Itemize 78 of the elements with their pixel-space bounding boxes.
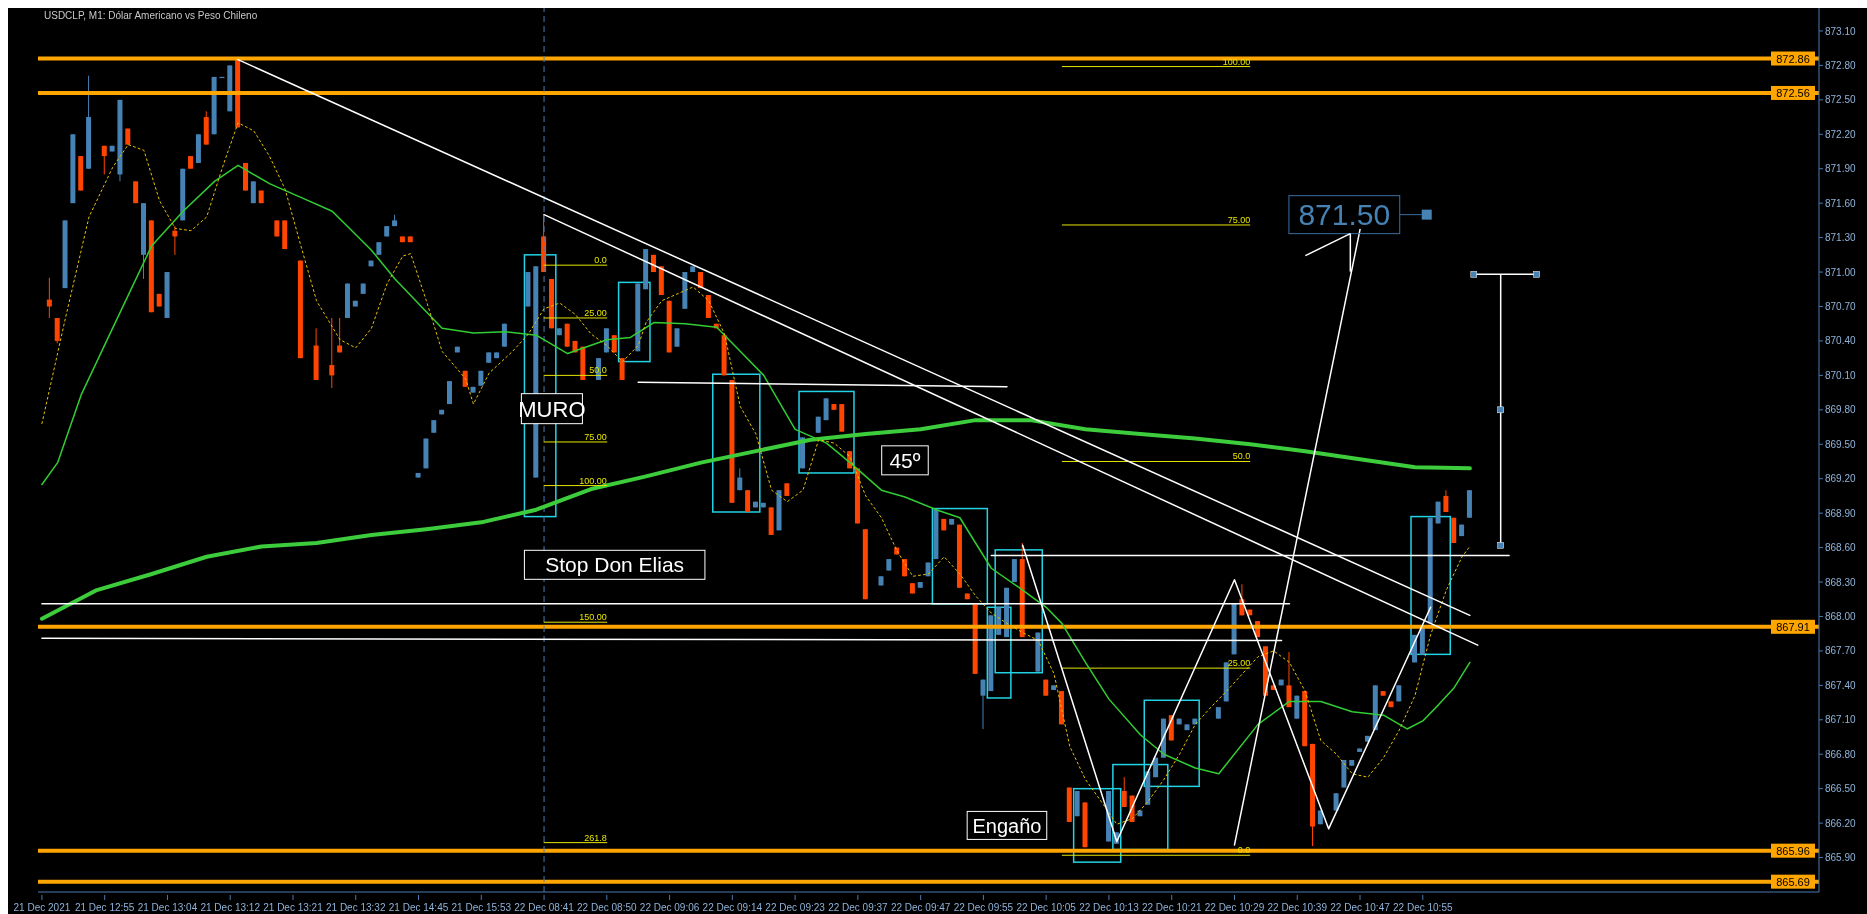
y-tick-label: 868.30 — [1825, 576, 1857, 588]
y-tick-label: 868.90 — [1825, 507, 1857, 519]
annotation: Engaño — [972, 814, 1042, 837]
annotation: 45º — [889, 448, 921, 472]
y-tick-label: 866.80 — [1825, 748, 1857, 760]
x-tick-label: 22 Dec 09:47 — [890, 902, 951, 913]
annotation: 871.50 — [1298, 198, 1391, 232]
chart-title: USDCLP, M1: Dólar Americano vs Peso Chileno — [44, 10, 258, 21]
x-tick-label: 22 Dec 08:41 — [514, 902, 575, 913]
ref-line-label: 865.69 — [1776, 875, 1810, 888]
x-tick-label: 22 Dec 10:39 — [1267, 902, 1328, 913]
y-tick-label: 867.10 — [1825, 714, 1857, 726]
candlestick — [1121, 776, 1127, 808]
annotation: 75.00 — [584, 431, 607, 442]
x-tick-label: 22 Dec 09:55 — [953, 902, 1014, 913]
annotation: Stop Don Elias — [545, 553, 685, 577]
ref-line-label: 865.96 — [1776, 844, 1810, 857]
y-tick-label: 868.60 — [1825, 542, 1857, 554]
y-tick-label: 867.40 — [1825, 679, 1857, 691]
x-tick-label: 22 Dec 10:55 — [1393, 902, 1453, 913]
y-tick-label: 865.90 — [1825, 852, 1857, 864]
y-tick-label: 873.10 — [1825, 25, 1857, 37]
x-tick-label: 21 Dec 13:04 — [137, 902, 198, 913]
x-tick-label: 22 Dec 09:37 — [828, 902, 889, 913]
y-tick-label: 867.70 — [1825, 645, 1857, 657]
x-tick-label: 21 Dec 13:32 — [326, 902, 386, 913]
candlestick — [101, 145, 107, 175]
annotation: 0.0 — [594, 255, 607, 266]
x-tick-label: 21 Dec 13:12 — [200, 902, 261, 913]
annotation: 75.00 — [1227, 214, 1251, 225]
candlestick — [745, 489, 751, 513]
y-tick-label: 868.00 — [1825, 611, 1857, 623]
y-tick-label: 869.50 — [1825, 438, 1857, 450]
x-tick-label: 22 Dec 09:23 — [765, 902, 826, 913]
candlestick — [619, 357, 625, 381]
annotation: 25.00 — [584, 307, 607, 318]
x-tick-label: 21 Dec 2021 — [13, 902, 71, 913]
candlestick — [1443, 489, 1449, 513]
ref-line-label: 867.91 — [1776, 620, 1810, 633]
y-tick-label: 872.80 — [1825, 59, 1857, 71]
x-tick-label: 22 Dec 10:21 — [1141, 902, 1202, 913]
annotation: 150.00 — [579, 612, 607, 623]
x-tick-label: 22 Dec 10:47 — [1330, 902, 1391, 913]
annotation: 25.00 — [1227, 658, 1251, 669]
x-tick-label: 21 Dec 14:45 — [388, 902, 449, 913]
candlestick — [54, 317, 60, 344]
x-tick-label: 22 Dec 09:14 — [702, 902, 763, 913]
candlestick — [705, 294, 711, 319]
y-tick-label: 870.40 — [1825, 335, 1857, 347]
y-tick-label: 872.20 — [1825, 128, 1857, 140]
y-tick-label: 871.90 — [1825, 163, 1857, 175]
annotation: 261.8 — [584, 832, 607, 843]
x-tick-label: 21 Dec 12:55 — [74, 902, 135, 913]
y-tick-label: 869.20 — [1825, 473, 1857, 485]
x-tick-label: 22 Dec 10:29 — [1204, 902, 1265, 913]
candlestick — [329, 317, 335, 389]
y-tick-label: 866.20 — [1825, 817, 1857, 829]
ref-line-label: 872.86 — [1776, 52, 1810, 65]
y-tick-label: 872.50 — [1825, 94, 1857, 106]
candlestick — [980, 679, 986, 730]
y-tick-label: 870.70 — [1825, 301, 1857, 313]
annotation: 50.0 — [1232, 451, 1251, 462]
x-tick-label: 22 Dec 10:05 — [1016, 902, 1077, 913]
annotation: 100.00 — [579, 475, 607, 486]
y-tick-label: 866.50 — [1825, 783, 1857, 795]
y-tick-label: 870.10 — [1825, 369, 1857, 381]
x-tick-label: 22 Dec 10:13 — [1079, 902, 1140, 913]
x-tick-label: 21 Dec 13:21 — [263, 902, 324, 913]
ref-line-label: 872.56 — [1776, 86, 1810, 99]
candlestick — [674, 327, 680, 348]
y-tick-label: 871.60 — [1825, 197, 1857, 209]
x-tick-label: 22 Dec 08:50 — [577, 902, 637, 913]
x-tick-label: 21 Dec 15:53 — [451, 902, 512, 913]
candlestick — [1286, 651, 1292, 708]
y-tick-label: 869.80 — [1825, 404, 1857, 416]
y-tick-label: 871.30 — [1825, 232, 1857, 244]
y-tick-label: 871.00 — [1825, 266, 1857, 278]
x-tick-label: 22 Dec 09:06 — [639, 902, 700, 913]
